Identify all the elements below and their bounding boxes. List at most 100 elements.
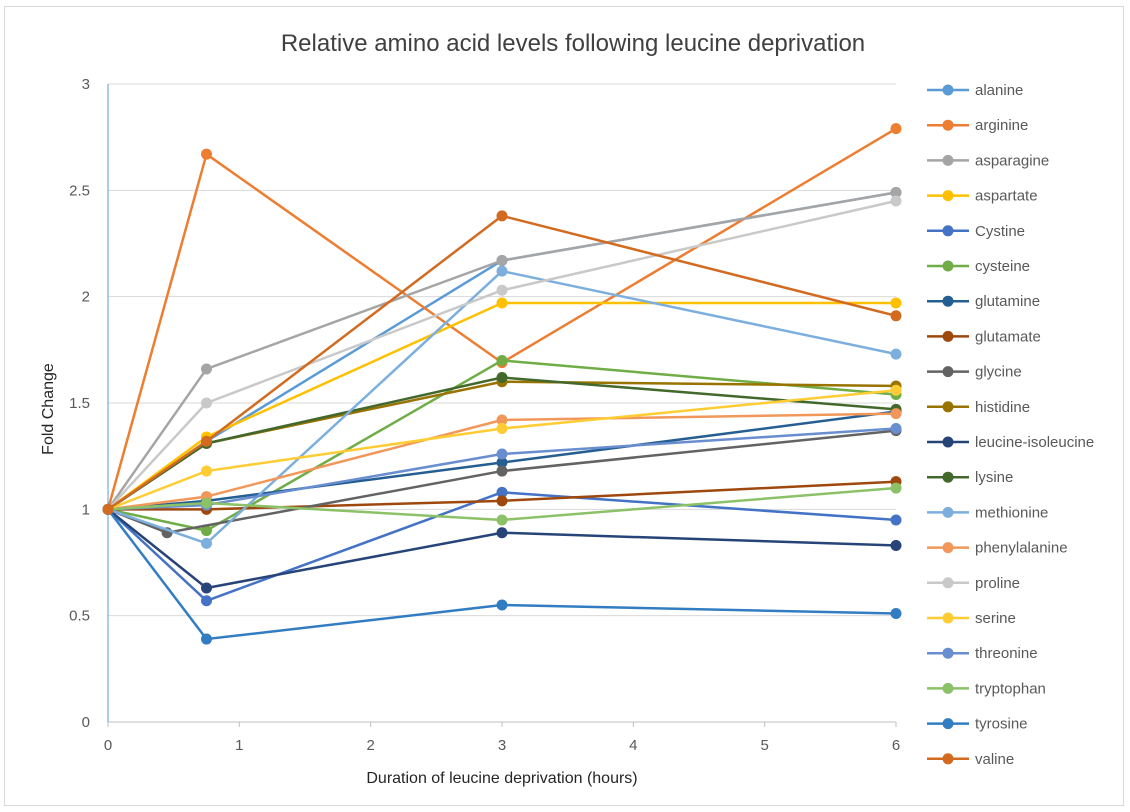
x-tick-label: 5: [760, 737, 768, 754]
series-line: [107, 269, 897, 545]
y-tick-label: 2.5: [69, 182, 90, 199]
data-point: [201, 148, 212, 160]
data-point: [201, 397, 212, 409]
x-tick-label: 3: [498, 737, 506, 754]
data-point: [890, 195, 902, 207]
legend-label: threonine: [975, 645, 1038, 662]
legend-label: valine: [975, 751, 1014, 768]
legend-swatch-marker: [942, 260, 954, 272]
legend-item: cysteine: [927, 258, 1030, 275]
legend-label: methionine: [975, 504, 1048, 521]
legend-label: histidine: [975, 399, 1030, 416]
data-point: [496, 448, 508, 460]
data-point: [496, 423, 508, 435]
series-line: [107, 388, 897, 511]
data-point: [201, 525, 212, 537]
data-point: [496, 486, 508, 498]
data-point: [201, 633, 212, 645]
legend-label: tyrosine: [975, 716, 1028, 733]
series-line: [107, 199, 897, 511]
y-tick-label: 0: [82, 714, 90, 731]
legend-label: alanine: [975, 82, 1023, 99]
legend-swatch-marker: [942, 401, 954, 413]
data-point: [496, 465, 508, 477]
legend-item: lysine: [927, 469, 1013, 486]
series-valine: [102, 210, 902, 515]
series-line: [107, 508, 897, 641]
data-point: [890, 514, 902, 526]
data-point: [201, 537, 212, 549]
legend-item: methionine: [927, 504, 1048, 521]
data-point: [496, 527, 508, 539]
legend-swatch-marker: [942, 647, 954, 659]
legend-item: glycine: [927, 364, 1022, 381]
data-point: [496, 354, 508, 366]
data-point: [496, 495, 508, 507]
legend-label: leucine-isoleucine: [975, 434, 1094, 451]
series-methionine: [102, 265, 902, 549]
data-point: [496, 599, 508, 611]
series-layer: [102, 123, 902, 645]
data-point: [496, 514, 508, 526]
data-point: [890, 482, 902, 494]
legend-label: tryptophan: [975, 680, 1046, 697]
data-point: [496, 371, 508, 383]
data-point: [201, 595, 212, 607]
data-point: [496, 414, 508, 426]
series-line: [108, 480, 897, 511]
line-chart: Relative amino acid levels following leu…: [40, 30, 1094, 787]
legend-label: glutamate: [975, 328, 1041, 345]
legend-item: glutamine: [927, 293, 1040, 310]
legend-swatch-marker: [942, 682, 954, 694]
data-point: [496, 255, 508, 267]
y-tick-label: 1.5: [69, 395, 90, 412]
legend-item: valine: [927, 751, 1014, 768]
y-tick-label: 2: [82, 289, 90, 306]
data-point: [890, 123, 902, 135]
legend-item: tyrosine: [927, 716, 1028, 733]
legend-item: Cystine: [927, 223, 1025, 240]
data-point: [102, 503, 114, 515]
legend-item: tryptophan: [927, 680, 1046, 697]
y-tick-label: 1: [82, 501, 90, 518]
data-point: [890, 408, 902, 420]
legend-swatch-marker: [942, 366, 954, 378]
legend-swatch-marker: [942, 190, 954, 202]
legend-swatch-marker: [942, 506, 954, 518]
legend-swatch-marker: [942, 330, 954, 342]
series-line: [107, 491, 897, 603]
series-line: [106, 191, 897, 511]
legend-item: serine: [927, 610, 1016, 627]
data-point: [201, 582, 212, 594]
data-point: [201, 497, 212, 509]
y-axis-label: Fold Change: [40, 363, 57, 455]
y-tick-label: 0.5: [69, 608, 90, 625]
data-point: [890, 423, 902, 435]
legend-swatch-marker: [942, 753, 954, 765]
data-point: [201, 363, 212, 375]
legend-swatch-marker: [942, 471, 954, 483]
series-line: [107, 508, 897, 590]
legend-swatch-marker: [942, 577, 954, 589]
data-point: [496, 265, 508, 277]
legend-swatch-marker: [942, 154, 954, 166]
legend-item: arginine: [927, 117, 1028, 134]
legend-label: arginine: [975, 117, 1028, 134]
data-point: [890, 608, 902, 620]
legend-label: aspartate: [975, 188, 1038, 205]
data-point: [890, 186, 902, 198]
x-tick-label: 4: [629, 737, 637, 754]
legend-label: cysteine: [975, 258, 1030, 275]
data-point: [496, 210, 508, 222]
x-tick-label: 2: [366, 737, 374, 754]
data-point: [496, 457, 508, 469]
series-line: [107, 301, 896, 511]
data-point: [201, 465, 212, 477]
legend-item: threonine: [927, 645, 1038, 662]
data-point: [890, 297, 902, 309]
data-point: [890, 539, 902, 551]
legend-label: glycine: [975, 364, 1022, 381]
data-point: [890, 310, 902, 322]
data-point: [201, 435, 212, 447]
legend-label: lysine: [975, 469, 1013, 486]
